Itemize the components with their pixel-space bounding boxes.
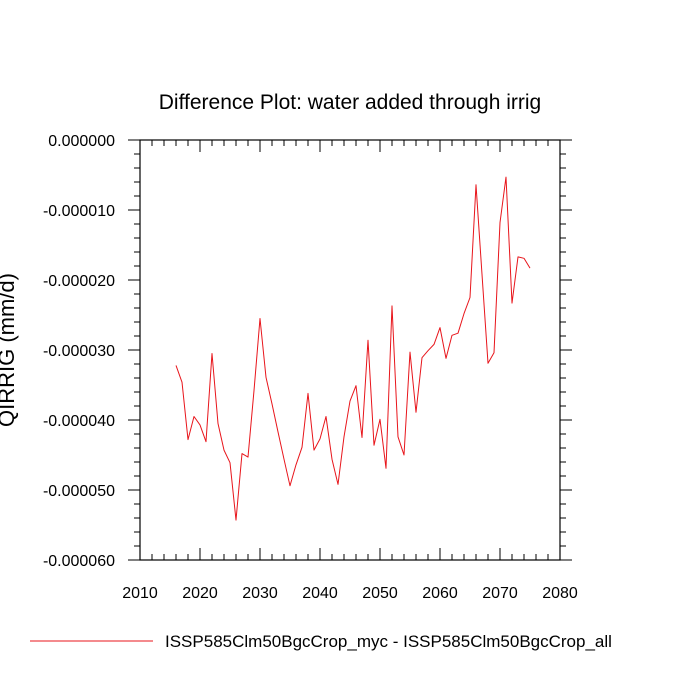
y-tick-labels: 0.000000 -0.000010 -0.000020 -0.000030 -0.00…: [43, 133, 115, 570]
legend-entry-label: ISSP585Clm50BgcCrop_myc - ISSP585Clm50Bg…: [165, 632, 612, 651]
x-tick-label: 2060: [422, 585, 458, 602]
y-tick-label: -0.000020: [43, 273, 115, 290]
series-line: [175, 176, 531, 521]
series-layer: [175, 176, 531, 521]
x-tick-label: 2020: [182, 585, 218, 602]
plot-frame: [139, 139, 561, 561]
x-tick-label: 2010: [122, 585, 158, 602]
x-tick-label: 2030: [242, 585, 278, 602]
y-tick-label: 0.000000: [48, 133, 115, 150]
chart-title: Difference Plot: water added through irr…: [159, 91, 542, 114]
x-tick-label: 2050: [362, 585, 398, 602]
x-tick-labels: 2010 2020 2030 2040 2050 2060 2070 2080: [122, 585, 578, 602]
x-tick-label: 2080: [542, 585, 578, 602]
x-tick-label: 2070: [482, 585, 518, 602]
y-tick-label: -0.000050: [43, 483, 115, 500]
y-axis-label: QIRRIG (mm/d): [0, 273, 19, 427]
axis-ticks: [128, 139, 572, 561]
y-tick-label: -0.000060: [43, 553, 115, 570]
y-tick-label: -0.000010: [43, 203, 115, 220]
y-tick-label: -0.000030: [43, 343, 115, 360]
x-tick-label: 2040: [302, 585, 338, 602]
y-tick-label: -0.000040: [43, 413, 115, 430]
